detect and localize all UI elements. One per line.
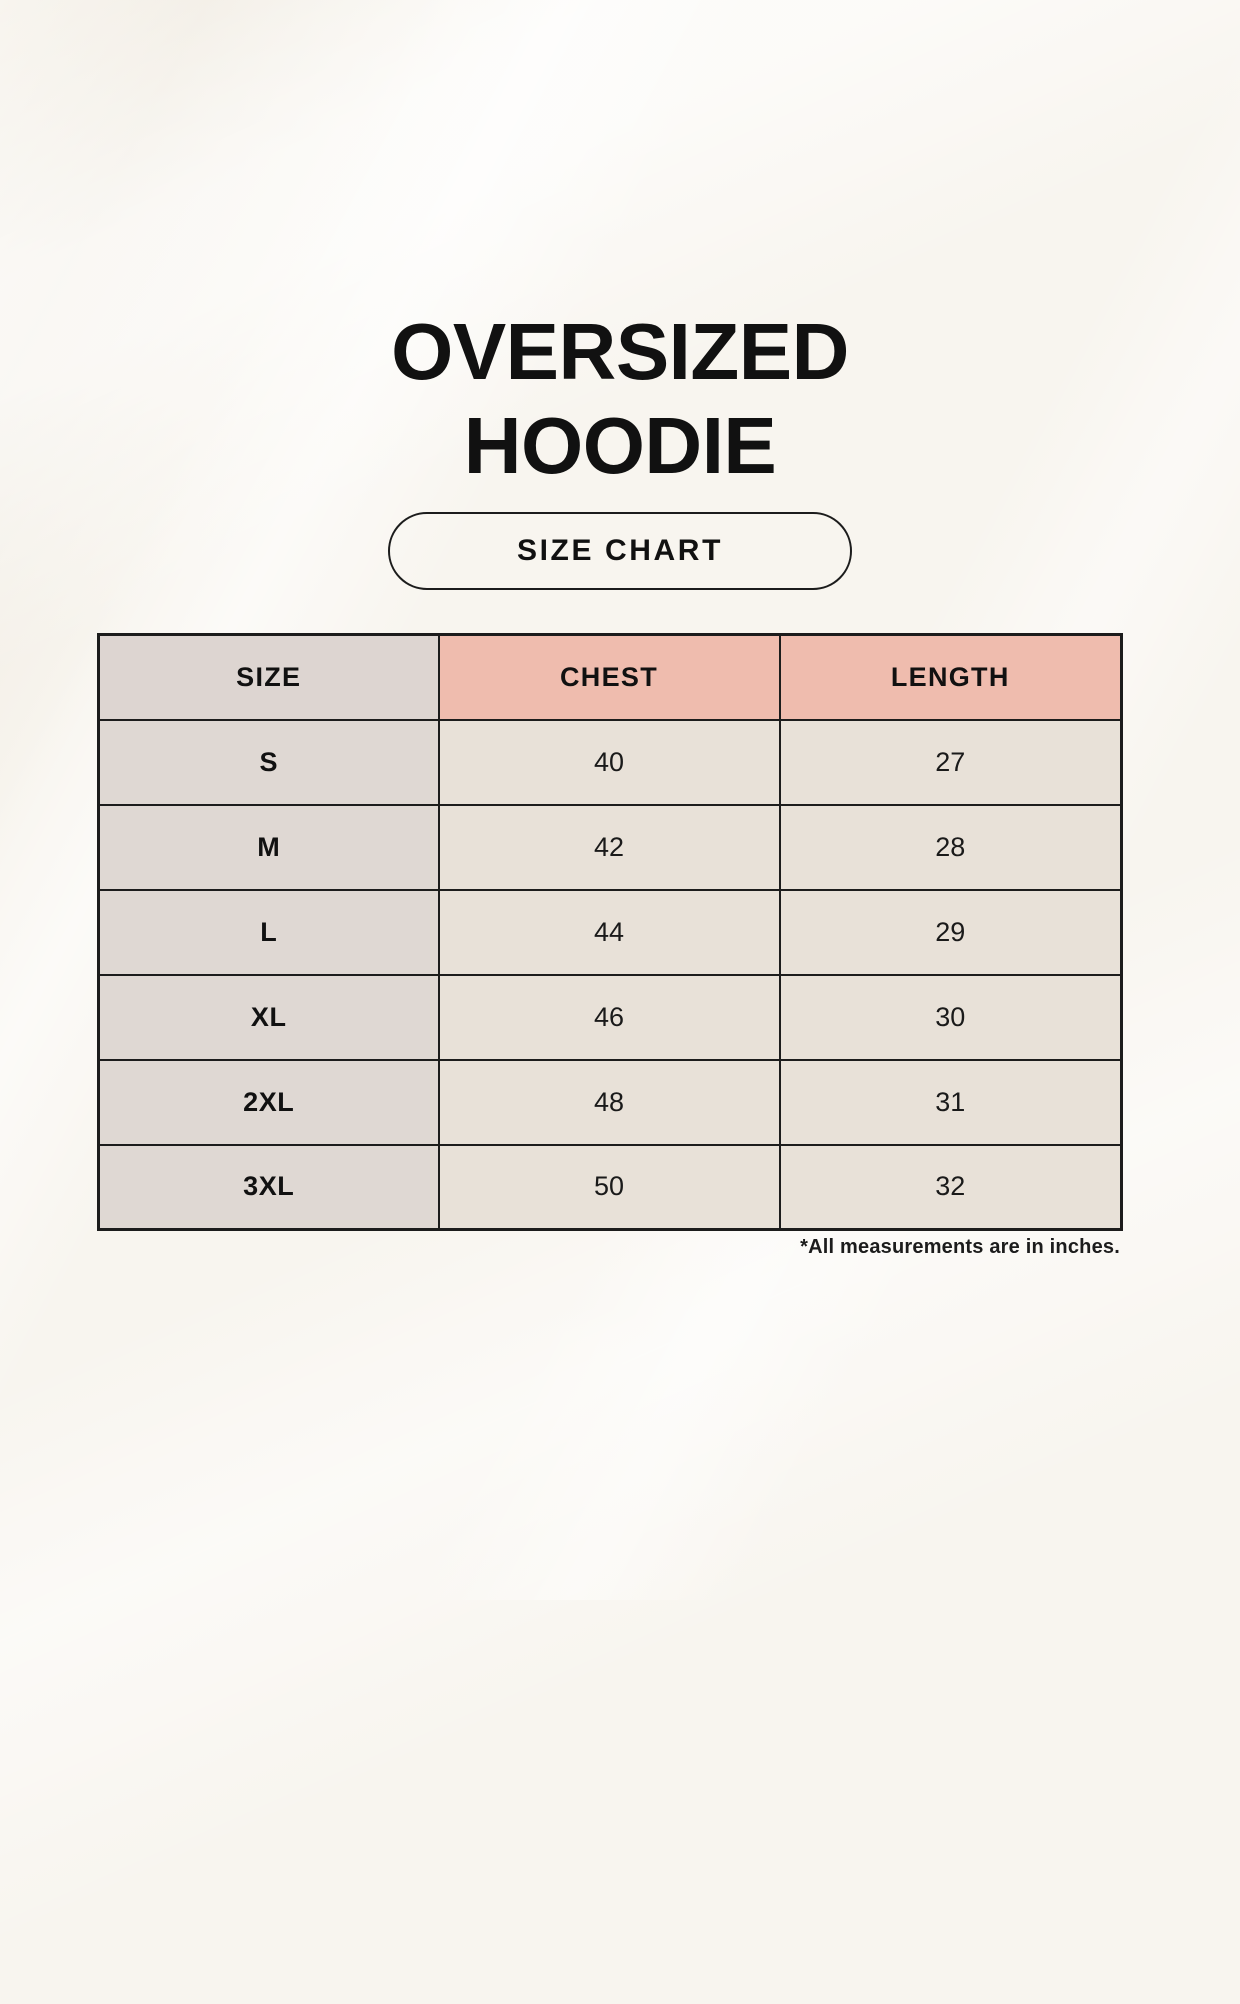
badge-container: SIZE CHART (0, 512, 1240, 590)
cell-size: S (97, 718, 440, 806)
table-header-row: SIZE CHEST LENGTH (97, 633, 1123, 721)
table-row: M 42 28 (97, 803, 1123, 891)
column-header-length: LENGTH (778, 633, 1123, 721)
cell-size: XL (97, 973, 440, 1061)
table-body: S 40 27 M 42 28 L 44 29 XL 46 30 (97, 718, 1123, 1231)
table-header: SIZE CHEST LENGTH (97, 633, 1123, 721)
page-title: OVERSIZED HOODIE (0, 312, 1240, 486)
table-row: L 44 29 (97, 888, 1123, 976)
table-row: 3XL 50 32 (97, 1143, 1123, 1231)
cell-size: 3XL (97, 1143, 440, 1231)
cell-size: M (97, 803, 440, 891)
cell-length: 27 (778, 718, 1123, 806)
table-row: XL 46 30 (97, 973, 1123, 1061)
cell-chest: 46 (437, 973, 781, 1061)
cell-size: 2XL (97, 1058, 440, 1146)
table-row: S 40 27 (97, 718, 1123, 806)
title-line-2: HOODIE (463, 401, 777, 490)
cell-chest: 40 (437, 718, 781, 806)
measurements-footnote: *All measurements are in inches. (800, 1236, 1120, 1258)
title-line-1: OVERSIZED (391, 307, 849, 396)
table-row: 2XL 48 31 (97, 1058, 1123, 1146)
cell-length: 30 (778, 973, 1123, 1061)
size-table-container: SIZE CHEST LENGTH S 40 27 M 42 28 L (97, 633, 1123, 1231)
column-header-size: SIZE (97, 633, 440, 721)
cell-chest: 42 (437, 803, 781, 891)
cell-length: 32 (778, 1143, 1123, 1231)
column-header-chest: CHEST (437, 633, 781, 721)
cell-chest: 44 (437, 888, 781, 976)
size-chart-page: OVERSIZED HOODIE SIZE CHART SIZE CHEST L… (0, 312, 1240, 1258)
cell-size: L (97, 888, 440, 976)
size-table: SIZE CHEST LENGTH S 40 27 M 42 28 L (97, 633, 1123, 1231)
cell-length: 29 (778, 888, 1123, 976)
cell-length: 28 (778, 803, 1123, 891)
cell-chest: 50 (437, 1143, 781, 1231)
cell-chest: 48 (437, 1058, 781, 1146)
cell-length: 31 (778, 1058, 1123, 1146)
size-chart-badge: SIZE CHART (388, 512, 852, 590)
